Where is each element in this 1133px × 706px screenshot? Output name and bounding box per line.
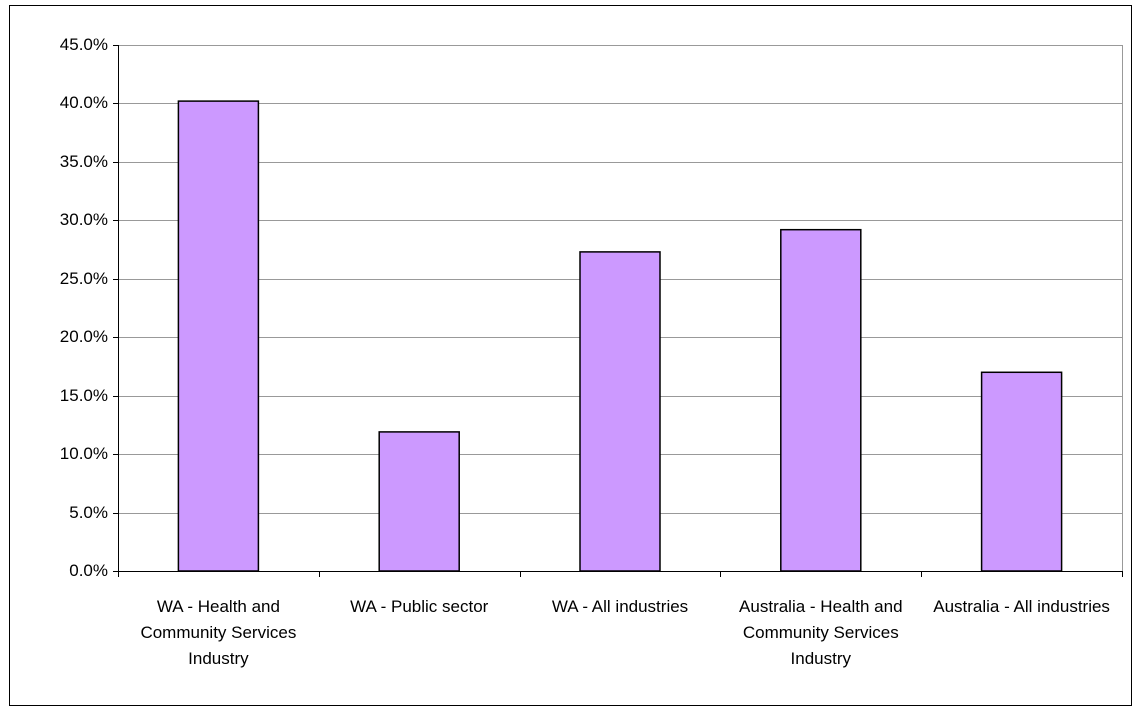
x-tick-label: Australia - All industries	[933, 597, 1110, 616]
y-tick-label: 45.0%	[60, 35, 108, 54]
x-tick-label: Australia - Health and Community Service…	[739, 597, 903, 668]
y-tick-label: 30.0%	[60, 210, 108, 229]
x-tick-label: WA - All industries	[551, 597, 689, 616]
bar	[579, 251, 661, 572]
bar	[177, 100, 260, 572]
x-tick-label: WA - Public sector	[350, 597, 489, 616]
bar	[780, 228, 862, 572]
y-tick-label: 40.0%	[60, 93, 108, 112]
bar	[980, 371, 1063, 572]
y-tick-label: 25.0%	[60, 269, 108, 288]
y-tick-label: 15.0%	[60, 386, 108, 405]
y-tick-label: 0.0%	[69, 561, 108, 580]
y-tick-label: 10.0%	[60, 444, 108, 463]
y-tick-label: 35.0%	[60, 152, 108, 171]
x-tick-label: WA - Health and Community Services Indus…	[140, 597, 297, 668]
bar	[378, 431, 460, 572]
y-tick-label: 5.0%	[69, 503, 108, 522]
y-tick-label: 20.0%	[60, 327, 108, 346]
